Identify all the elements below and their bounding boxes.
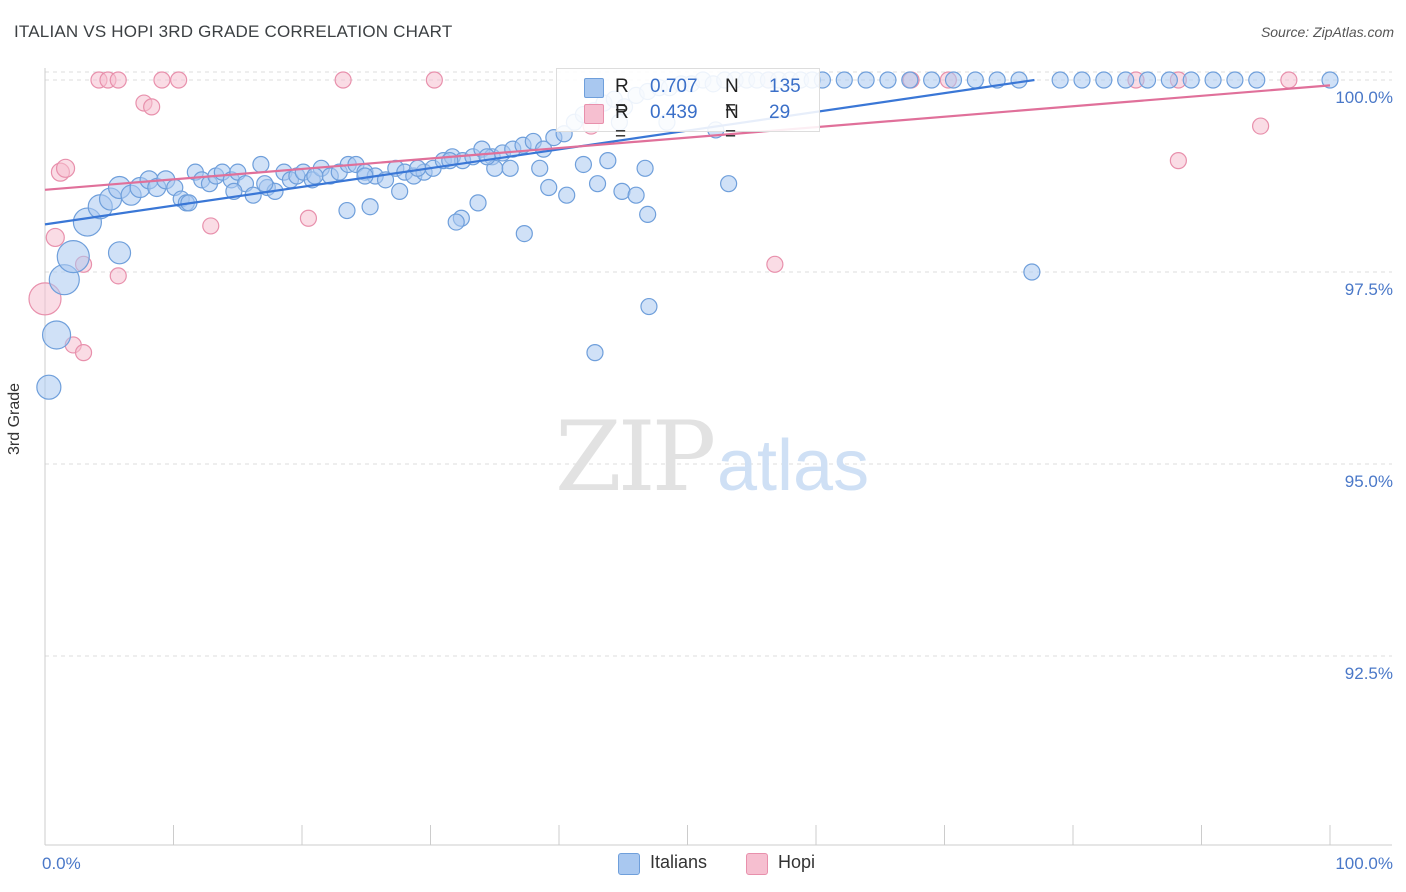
- italians-point: [640, 297, 658, 316]
- italians-legend-label: Italians: [650, 852, 708, 872]
- italians-point: [41, 320, 72, 350]
- italians-point: [540, 178, 558, 197]
- trend-lines: [44, 78, 1331, 226]
- italians-point: [1226, 71, 1244, 89]
- italians-point: [1117, 71, 1135, 89]
- italians-point: [391, 182, 409, 200]
- hopi-legend-label: Hopi: [778, 852, 816, 872]
- italians-point: [107, 241, 132, 265]
- chart-title: ITALIAN VS HOPI 3RD GRADE CORRELATION CH…: [14, 22, 453, 41]
- italians-point: [478, 148, 496, 166]
- italians-point: [588, 175, 607, 193]
- y-tick-label: 100.0%: [1335, 88, 1393, 107]
- italians-point: [1182, 71, 1200, 89]
- hopi-point: [202, 217, 220, 235]
- italians-point: [599, 152, 617, 170]
- italians-point: [1095, 71, 1113, 89]
- italians-point: [515, 225, 533, 243]
- italians-point: [1321, 71, 1339, 89]
- italians-legend-swatch: [618, 853, 640, 875]
- y-tick-label: 97.5%: [1345, 280, 1393, 299]
- hopi-point: [109, 267, 127, 285]
- hopi-point: [45, 227, 65, 248]
- hopi-n-value: 29: [769, 102, 791, 123]
- watermark: ZIP atlas: [555, 401, 869, 513]
- italians-point: [1010, 71, 1028, 89]
- hopi-point: [28, 282, 62, 316]
- italians-point: [1051, 71, 1069, 89]
- hopi-point: [1280, 71, 1298, 89]
- italians-point: [558, 186, 576, 204]
- hopi-point: [170, 71, 188, 89]
- hopi-point: [299, 209, 318, 227]
- italians-point: [531, 159, 549, 177]
- italians-point: [252, 155, 270, 174]
- axes: [44, 68, 1392, 846]
- italians-point: [586, 344, 604, 362]
- y-axis-label: 3rd Grade: [6, 382, 23, 455]
- italians-point: [306, 167, 324, 185]
- hopi-point: [766, 255, 784, 273]
- hopi-point: [109, 71, 127, 89]
- italians-point: [469, 194, 487, 212]
- hopi-point: [153, 71, 171, 89]
- italians-point: [857, 71, 875, 89]
- tick-labels: 100.0% 97.5% 95.0% 92.5% 0.0% 100.0%: [42, 88, 1393, 873]
- source-label: Source: ZipAtlas.com: [1260, 24, 1394, 40]
- hopi-point: [425, 71, 443, 89]
- watermark-atlas: atlas: [717, 426, 869, 506]
- hopi-n-label: N =: [725, 102, 739, 145]
- italians-point: [256, 175, 274, 193]
- italians-point: [879, 71, 897, 89]
- hopi-point: [55, 158, 76, 178]
- italians-point: [636, 159, 654, 177]
- hopi-r-label: R =: [615, 102, 629, 145]
- italians-r-value: 0.707: [650, 76, 698, 97]
- italians-point: [1023, 263, 1041, 281]
- italians-point: [361, 198, 379, 216]
- italians-point: [901, 71, 919, 89]
- hopi-point: [143, 98, 161, 116]
- hopi-point: [1252, 117, 1270, 135]
- watermark-zip: ZIP: [555, 401, 714, 513]
- italians-point: [944, 71, 963, 89]
- italians-r-label: R =: [615, 76, 629, 119]
- stats-legend: R = 0.707 N = 135 R = 0.439 N = 29: [556, 68, 820, 145]
- hopi-swatch: [584, 104, 604, 124]
- italians-point: [1160, 71, 1178, 89]
- italians-point: [574, 155, 593, 174]
- italians-point: [613, 182, 631, 200]
- italians-point: [36, 374, 62, 400]
- hopi-point: [334, 71, 352, 89]
- italians-point: [338, 201, 356, 220]
- italians-n-value: 135: [769, 76, 801, 97]
- hopi-point: [74, 344, 93, 362]
- italians-point: [923, 71, 941, 89]
- italians-point: [501, 159, 519, 177]
- italians-point: [720, 175, 738, 193]
- italians-point: [1204, 71, 1222, 89]
- italians-point: [835, 71, 853, 89]
- hopi-trend-line: [44, 84, 1331, 191]
- x-tick-label: 0.0%: [42, 854, 81, 873]
- italians-point: [1248, 71, 1266, 89]
- hopi-point: [1169, 152, 1187, 170]
- italians-trend-line: [44, 78, 1035, 226]
- italians-point: [966, 71, 984, 89]
- y-tick-label: 92.5%: [1345, 664, 1393, 683]
- hopi-r-value: 0.439: [650, 102, 698, 123]
- italians-point: [1138, 71, 1157, 89]
- italians-point: [639, 205, 657, 223]
- gridlines: [45, 71, 1392, 657]
- italians-point: [627, 186, 645, 204]
- italians-n-label: N =: [725, 76, 739, 119]
- y-tick-label: 95.0%: [1345, 472, 1393, 491]
- italians-point: [1073, 71, 1091, 89]
- italians-point: [447, 213, 465, 231]
- italians-point: [56, 240, 90, 274]
- italians-swatch: [584, 78, 604, 98]
- hopi-legend-swatch: [746, 853, 768, 875]
- x-tick-label: 100.0%: [1335, 854, 1393, 873]
